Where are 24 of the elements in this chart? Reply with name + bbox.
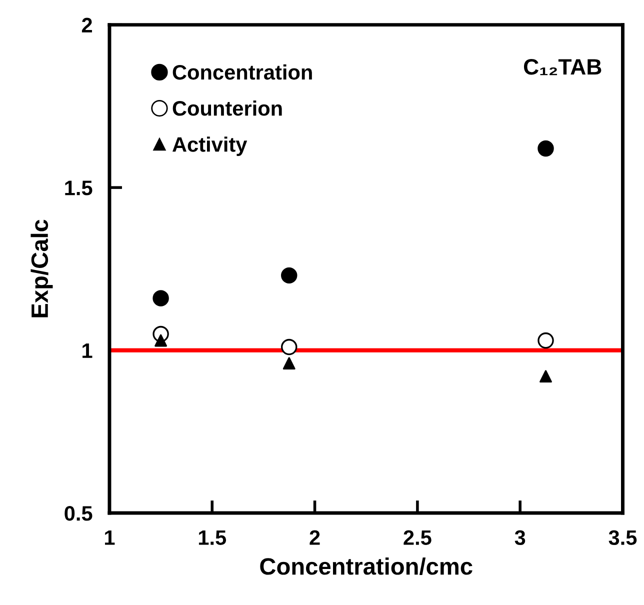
point <box>540 370 552 383</box>
x-tick-label: 3.5 <box>608 530 637 546</box>
x-tick-label: 2 <box>310 530 320 545</box>
legend-label: Concentration <box>172 64 312 80</box>
point <box>538 140 554 157</box>
point <box>152 290 169 306</box>
annotation: C₁₂TAB <box>524 58 602 76</box>
y-tick-label: 1.5 <box>65 180 92 196</box>
point <box>154 334 168 347</box>
x-axis-title: Concentration/cmc <box>260 557 472 576</box>
point <box>282 357 296 370</box>
point <box>281 267 298 284</box>
x-tick-label: 2.5 <box>404 530 432 546</box>
y-tick-label: 2 <box>82 18 92 32</box>
y-axis-title: Exp/Calc <box>30 220 53 318</box>
legend-label: Activity <box>172 136 248 156</box>
point <box>538 332 554 349</box>
point <box>281 338 298 356</box>
x-tick-label: 3 <box>514 530 526 546</box>
y-tick-label: 0.5 <box>64 506 92 521</box>
x-tick-label: 1 <box>105 530 115 545</box>
legend-label: Counterion <box>172 100 282 116</box>
x-tick-label: 1.5 <box>198 530 226 546</box>
y-tick-label: 1 <box>82 344 92 358</box>
